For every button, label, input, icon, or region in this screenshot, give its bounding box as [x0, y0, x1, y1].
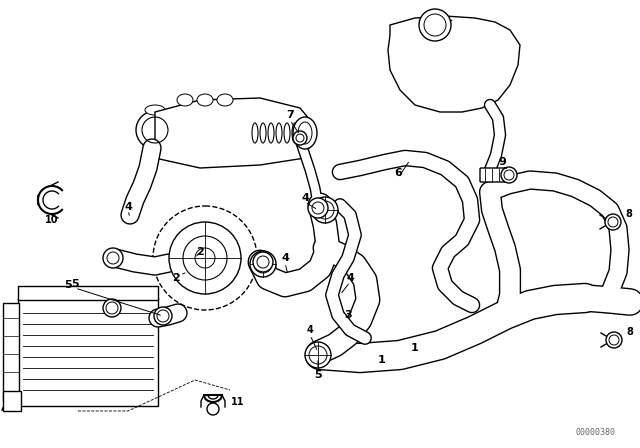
FancyBboxPatch shape — [18, 298, 158, 406]
Text: 5: 5 — [71, 279, 79, 289]
Ellipse shape — [197, 94, 213, 106]
Circle shape — [169, 222, 241, 294]
Circle shape — [103, 248, 123, 268]
Circle shape — [253, 252, 273, 272]
Text: 2: 2 — [172, 273, 180, 283]
FancyBboxPatch shape — [3, 303, 19, 401]
Ellipse shape — [252, 123, 258, 143]
Ellipse shape — [177, 94, 193, 106]
Circle shape — [312, 197, 338, 223]
Ellipse shape — [292, 123, 298, 143]
Text: 4: 4 — [307, 325, 314, 335]
Text: 4: 4 — [346, 273, 354, 283]
Circle shape — [103, 299, 121, 317]
Polygon shape — [155, 98, 312, 168]
Text: 5: 5 — [64, 280, 72, 290]
FancyBboxPatch shape — [3, 391, 21, 411]
Ellipse shape — [293, 117, 317, 149]
Ellipse shape — [145, 105, 165, 115]
Circle shape — [293, 131, 307, 145]
Text: 8: 8 — [627, 327, 634, 337]
Circle shape — [605, 214, 621, 230]
Ellipse shape — [260, 123, 266, 143]
Text: 5: 5 — [314, 370, 322, 380]
Text: 4: 4 — [281, 253, 289, 263]
Text: 11: 11 — [231, 397, 244, 407]
Text: 2: 2 — [196, 247, 204, 257]
Text: 1: 1 — [378, 355, 386, 365]
Circle shape — [606, 332, 622, 348]
Ellipse shape — [276, 123, 282, 143]
FancyBboxPatch shape — [480, 168, 506, 182]
Circle shape — [501, 167, 517, 183]
Text: 9: 9 — [498, 157, 506, 167]
Ellipse shape — [217, 94, 233, 106]
FancyBboxPatch shape — [18, 286, 158, 300]
Text: 7: 7 — [286, 110, 294, 120]
Circle shape — [308, 198, 328, 218]
Ellipse shape — [136, 111, 174, 149]
Text: 1: 1 — [411, 343, 419, 353]
Circle shape — [250, 251, 276, 277]
Ellipse shape — [268, 123, 274, 143]
Text: 8: 8 — [625, 209, 632, 219]
Text: 00000380: 00000380 — [575, 427, 615, 436]
Text: 4: 4 — [124, 202, 132, 212]
Ellipse shape — [284, 123, 290, 143]
Ellipse shape — [145, 145, 165, 155]
Circle shape — [419, 9, 451, 41]
Circle shape — [305, 342, 331, 368]
Text: 3: 3 — [344, 310, 352, 320]
Circle shape — [154, 307, 172, 325]
Text: 4: 4 — [301, 193, 309, 203]
Text: 6: 6 — [394, 168, 402, 178]
Text: 10: 10 — [45, 215, 59, 225]
